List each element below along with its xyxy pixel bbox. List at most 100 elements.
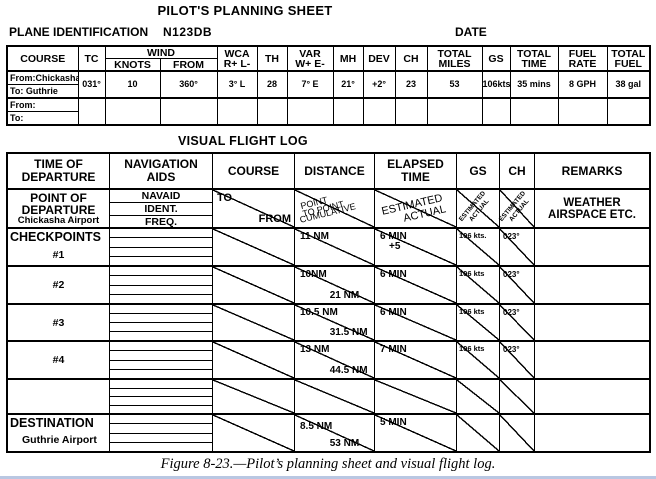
checkpoint-label-cell: #4 [8,342,110,380]
col-header-total-miles: TOTAL MILES [426,45,483,72]
col-header-tc: TC [77,45,106,72]
remarks-entry-cell [535,342,649,380]
col-header-ch: CH [394,45,428,72]
plane-identification-label: PLANE IDENTIFICATION [9,25,149,39]
remarks-entry-cell [535,380,649,415]
col-header-wca: WCA R+ L- [216,45,258,72]
course-from-cell: From:Chickasha [6,70,79,85]
col-header-dev: DEV [362,45,396,72]
tc-cell: 031° [77,70,106,99]
vfl-header-remarks: REMARKS [535,154,649,190]
course-to-from-cell: TO FROM [213,190,295,229]
date-label: DATE [455,25,487,39]
elapsed-entry-cell: 6 MIN +5 [375,229,457,267]
planning-row-2: From: [6,97,651,126]
col-header-wind-from: FROM [159,58,218,72]
var-cell [286,97,334,126]
col-header-total-time: TOTAL TIME [509,45,559,72]
vfl-header-course: COURSE [213,154,295,190]
col-header-th: TH [256,45,288,72]
course-entry-cell [213,267,295,305]
remarks-subheader-cell: WEATHER AIRSPACE ETC. [535,190,649,229]
ch-entry-cell: 023° [500,342,535,380]
col-header-mh: MH [332,45,364,72]
gs-subheader-cell: ESTIMATED ACTUAL [457,190,500,229]
diagonal-line [375,380,456,413]
dev-cell [362,97,396,126]
tc-cell [77,97,106,126]
navaid-entry-cell [110,305,213,342]
total-time-cell: 35 mins [509,70,559,99]
page-title: PILOT'S PLANNING SHEET [157,3,333,18]
total-fuel-cell: 38 gal [606,70,651,99]
distance-entry-cell: 11 NM [295,229,375,267]
visual-flight-log-table: TIME OF DEPARTURE NAVIGATION AIDS COURSE D… [6,152,651,453]
elapsed-entry-cell: 6 MIN [375,305,457,342]
page-edge-strip [0,476,656,479]
mh-cell: 21° [332,70,364,99]
diagonal-line [213,415,294,451]
mh-cell [332,97,364,126]
wind-from-cell: 360° [159,70,218,99]
wca-cell: 3° L [216,70,258,99]
checkpoint-label-cell [8,380,110,415]
knots-cell [104,97,161,126]
diagonal-line [500,380,534,413]
remarks-entry-cell [535,229,649,267]
distance-entry-cell: 10NM 21 NM [295,267,375,305]
distance-entry-cell: 13 NM 44.5 NM [295,342,375,380]
destination-label-cell: DESTINATION Guthrie Airport [8,415,110,451]
navaid-ident-freq-cell: NAVAID IDENT. FREQ. [110,190,213,229]
remarks-entry-cell [535,305,649,342]
col-header-fuel-rate: FUEL RATE [557,45,608,72]
distance-entry-cell [295,380,375,415]
remarks-entry-cell [535,267,649,305]
elapsed-entry-cell: 6 MIN [375,267,457,305]
total-fuel-cell [606,97,651,126]
distance-subheader-cell: POINT TO POINT CUMULATIVE [295,190,375,229]
point-of-departure-cell: POINT OF DEPARTURE Chickasha Airport [8,190,110,229]
th-cell [256,97,288,126]
distance-entry-cell: 8.5 NM 53 NM [295,415,375,451]
ch-entry-cell: 023° [500,229,535,267]
plane-identification-value: N123DB [163,25,213,39]
diagonal-line [213,229,294,265]
elapsed-entry-cell [375,380,457,415]
gs-entry-cell: 106 kts [457,267,500,305]
figure-caption: Figure 8-23.—Pilot’s planning sheet and … [160,456,496,472]
course-entry-cell [213,305,295,342]
col-header-var: VAR W+ E- [286,45,334,72]
vfl-header-ch: CH [500,154,535,190]
dev-cell: +2° [362,70,396,99]
course-to-cell: To: [6,111,79,126]
wca-cell [216,97,258,126]
elapsed-entry-cell: 5 MIN [375,415,457,451]
wind-from-cell [159,97,218,126]
vfl-header-distance: DISTANCE [295,154,375,190]
diagonal-line [457,415,499,451]
gs-entry-cell: 106 kts [457,305,500,342]
navaid-entry-cell [110,415,213,451]
gs-cell: 106kts [481,70,511,99]
col-header-total-fuel: TOTAL FUEL [606,45,651,72]
planning-row-1: From:Chickasha 031° 10 360° 3° L 28 7° E… [6,70,651,99]
diagonal-line [213,305,294,340]
navaid-entry-cell [110,229,213,267]
ch-cell: 23 [394,70,428,99]
course-entry-cell [213,380,295,415]
ch-entry-cell [500,415,535,451]
ch-cell [394,97,428,126]
fuel-rate-cell: 8 GPH [557,70,608,99]
distance-entry-cell: 10.5 NM 31.5 NM [295,305,375,342]
planning-table: COURSE TC WIND WCA R+ L- TH VAR W+ E- MH… [6,45,651,126]
diagonal-line [213,380,294,413]
diagonal-line [500,415,534,451]
gs-entry-cell: 106 kts [457,342,500,380]
navaid-entry-cell [110,380,213,415]
gs-cell [481,97,511,126]
course-entry-cell [213,229,295,267]
col-header-knots: KNOTS [104,58,161,72]
col-header-wind: WIND [104,45,218,59]
course-from-cell: From: [6,97,79,112]
